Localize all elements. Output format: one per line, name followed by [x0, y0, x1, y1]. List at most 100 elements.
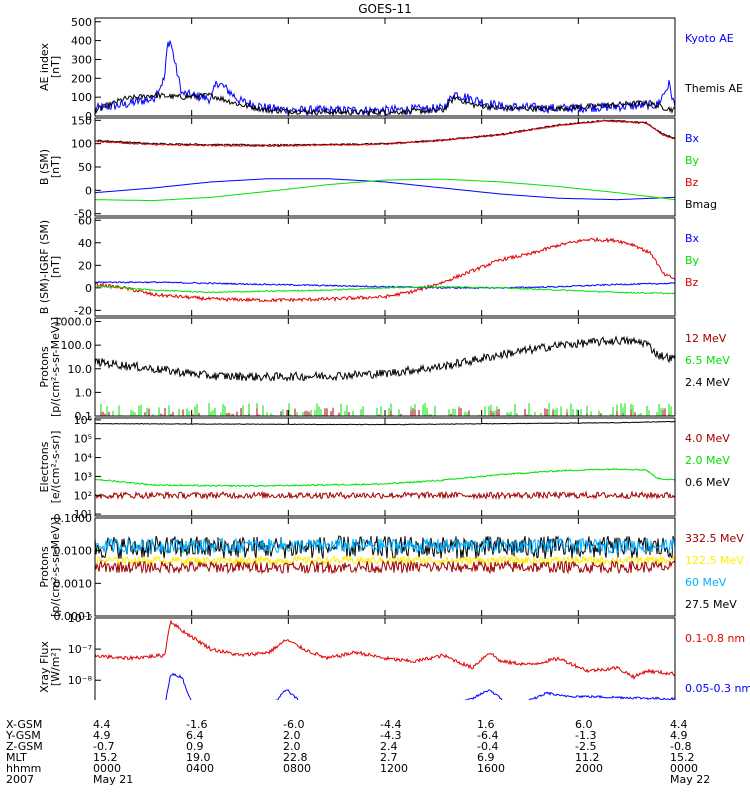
- y-tick-label: 0.0100: [54, 545, 93, 558]
- footer-value: 0000: [93, 762, 121, 775]
- y-tick-label: 10³: [74, 470, 92, 483]
- footer-value: 4.4: [93, 718, 111, 731]
- footer-label: 2007: [6, 773, 34, 786]
- panel-frame: [94, 417, 676, 517]
- y-tick-label: 0: [85, 184, 92, 197]
- footer-value: -0.8: [670, 740, 692, 753]
- footer-value: 4.9: [670, 729, 688, 742]
- legend-bmag: Bmag: [685, 198, 717, 211]
- y-tick-label: 400: [71, 35, 92, 48]
- series-60-mev: [94, 537, 676, 555]
- legend-4-0-mev: 4.0 MeV: [685, 432, 730, 445]
- footer-value: 2.4: [380, 740, 398, 753]
- y-axis-label: [e/(cm²-s-sr)]: [49, 431, 62, 504]
- panel-6: 0.1000 0.0100 0.0010 0.0001 Protons[p/(cm²-s…: [38, 512, 744, 623]
- footer-value: 1600: [477, 762, 505, 775]
- footer-value: 11.2: [575, 751, 600, 764]
- y-tick-label: 1000.0: [54, 316, 93, 329]
- footer-value: 1200: [380, 762, 408, 775]
- y-axis-label: [nT]: [49, 156, 62, 178]
- y-tick-label: 10⁻⁶: [68, 612, 93, 625]
- y-tick-label: 0.1000: [54, 512, 93, 525]
- footer-label: X-GSM: [6, 718, 43, 731]
- footer-value: -6.4: [477, 729, 499, 742]
- series-12-mev: [100, 407, 674, 416]
- panel-1: 500 400 300 200 100 0 AE index[nT] Kyoto AE Them…: [38, 16, 743, 123]
- chart-title: GOES-11: [358, 2, 412, 16]
- footer-row-x-gsm: X-GSM 4.4 -1.6 -6.0 -4.4 1.6 6.0 4.4: [0, 719, 750, 731]
- footer-value: 15.2: [670, 751, 695, 764]
- footer-value: 6.4: [186, 729, 204, 742]
- legend-bx: Bx: [685, 132, 700, 145]
- legend-0-1-0-8-nm: 0.1-0.8 nm: [685, 632, 745, 645]
- footer-value: -1.3: [575, 729, 597, 742]
- footer-value: 6.0: [575, 718, 593, 731]
- y-tick-label: 10¹: [74, 508, 92, 521]
- panel-frame: [94, 117, 676, 217]
- y-tick-label: 100: [71, 91, 92, 104]
- y-tick-label: 0: [85, 110, 92, 123]
- legend-kyoto-ae: Kyoto AE: [685, 32, 734, 45]
- footer-value: -1.6: [186, 718, 208, 731]
- y-tick-label: 20: [78, 259, 92, 272]
- y-axis-label: AE index: [38, 42, 51, 91]
- panel-frame: [94, 217, 676, 317]
- footer-row-hhmm: hhmm 0000 0400 0800 1200 1600 2000 0000: [0, 763, 750, 775]
- footer-value: -6.0: [283, 718, 305, 731]
- footer-value: 0000: [670, 762, 698, 775]
- footer-value: 2.7: [380, 751, 398, 764]
- series-2-0-mev: [94, 467, 676, 488]
- y-tick-label: 100.0: [61, 339, 93, 352]
- y-tick-label: -50: [74, 208, 92, 221]
- series-2-4-mev: [94, 335, 676, 383]
- series-bz: [94, 119, 676, 148]
- legend-122-5-mev: 122.5 MeV: [685, 554, 744, 567]
- footer-value: 2000: [575, 762, 603, 775]
- footer-value: -4.4: [380, 718, 402, 731]
- footer-value: -0.7: [93, 740, 115, 753]
- legend-2-4-mev: 2.4 MeV: [685, 376, 730, 389]
- footer-value: 4.4: [670, 718, 688, 731]
- y-tick-label: 0: [85, 282, 92, 295]
- y-tick-label: 300: [71, 53, 92, 66]
- series-bx: [94, 178, 676, 201]
- footer-value: 6.9: [477, 751, 495, 764]
- footer-value: 22.8: [283, 751, 308, 764]
- legend-60-mev: 60 MeV: [685, 576, 727, 589]
- y-tick-label: 50: [78, 161, 92, 174]
- panel-4: 1000.0 100.0 10.0 1.0 0.1 Protons[p/(cm²-s-sr…: [38, 316, 730, 423]
- legend-by: By: [685, 254, 700, 267]
- legend-0-6-mev: 0.6 MeV: [685, 476, 730, 489]
- panel-frame: [94, 317, 676, 417]
- series-4-0-mev: [94, 490, 676, 501]
- panel-2: 150 100 50 0 -50 B (SM)[nT] Bx By Bz Bmag: [38, 114, 717, 220]
- legend-by: By: [685, 154, 700, 167]
- series-6-5-mev: [94, 403, 672, 416]
- legend-2-0-mev: 2.0 MeV: [685, 454, 730, 467]
- y-axis-label: Electrons: [38, 441, 51, 492]
- y-tick-label: 1.0: [75, 386, 93, 399]
- y-axis-label: Protons: [38, 546, 51, 587]
- y-tick-label: 0.1: [75, 410, 93, 423]
- footer-label: Z-GSM: [6, 740, 43, 753]
- footer-value: -0.4: [477, 740, 499, 753]
- y-tick-label: 40: [78, 237, 92, 250]
- y-tick-label: 10⁻⁷: [68, 643, 92, 656]
- series-bx: [94, 280, 676, 290]
- y-tick-label: 500: [71, 16, 92, 29]
- y-axis-label: B (SM): [38, 149, 51, 185]
- footer-row-2007: 2007 May 21 May 22: [0, 774, 750, 786]
- y-tick-label: 60: [78, 214, 92, 227]
- legend-332-5-mev: 332.5 MeV: [685, 532, 744, 545]
- panel-3: 60 40 20 0 -20 B (SM)-IGRF (SM)[nT] Bx By Bz: [38, 214, 700, 317]
- footer-value: 2.0: [283, 740, 301, 753]
- series-332-5-mev: [94, 559, 676, 575]
- y-axis-label: [nT]: [49, 56, 62, 78]
- y-axis-label: Xray Flux: [38, 641, 51, 693]
- footer-value: 15.2: [93, 751, 118, 764]
- footer-label: MLT: [6, 751, 27, 764]
- y-tick-label: 10.0: [68, 363, 93, 376]
- footer-value: 1.6: [477, 718, 495, 731]
